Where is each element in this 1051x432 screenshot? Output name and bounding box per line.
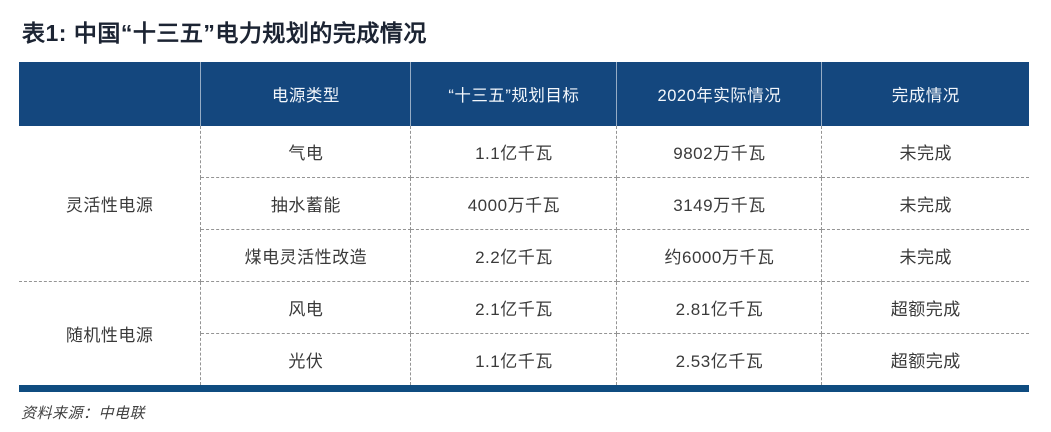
- group-cell-stochastic: 随机性电源: [19, 281, 202, 385]
- cell-actual: 2.53亿千瓦: [616, 333, 823, 385]
- cell-target: 1.1亿千瓦: [410, 333, 618, 385]
- cell-actual: 2.81亿千瓦: [616, 281, 823, 334]
- cell-target: 2.1亿千瓦: [410, 281, 618, 334]
- col-header-completion: 完成情况: [821, 62, 1029, 126]
- table-row: 随机性电源 风电 2.1亿千瓦 2.81亿千瓦 超额完成: [19, 281, 1029, 385]
- cell-type: 抽水蓄能: [200, 177, 412, 230]
- col-header-actual-2020: 2020年实际情况: [616, 62, 822, 126]
- table-row: 光伏 1.1亿千瓦 2.53亿千瓦 超额完成: [19, 333, 1029, 385]
- table-header: 电源类型 “十三五”规划目标 2020年实际情况 完成情况: [19, 62, 1029, 126]
- header-row: 电源类型 “十三五”规划目标 2020年实际情况 完成情况: [19, 62, 1029, 126]
- table-bottom-rule: [19, 385, 1029, 392]
- power-planning-table: 电源类型 “十三五”规划目标 2020年实际情况 完成情况 灵活性电源 气电 1…: [19, 62, 1029, 385]
- table-row: 抽水蓄能 4000万千瓦 3149万千瓦 未完成: [19, 177, 1029, 230]
- col-header-source-type: 电源类型: [200, 62, 411, 126]
- cell-target: 4000万千瓦: [410, 177, 618, 230]
- cell-status: 未完成: [821, 229, 1029, 282]
- cell-target: 2.2亿千瓦: [410, 229, 618, 282]
- cell-status: 超额完成: [821, 281, 1029, 334]
- table-row: 灵活性电源 气电 1.1亿千瓦 9802万千瓦 未完成: [19, 126, 1029, 282]
- table-title: 表1: 中国“十三五”电力规划的完成情况: [22, 20, 427, 46]
- cell-actual: 9802万千瓦: [616, 126, 823, 178]
- cell-status: 未完成: [821, 126, 1029, 178]
- cell-actual: 约6000万千瓦: [616, 229, 823, 282]
- cell-type: 煤电灵活性改造: [200, 229, 412, 282]
- cell-status: 超额完成: [821, 333, 1029, 385]
- cell-type: 风电: [200, 281, 412, 334]
- group-cell-flexible: 灵活性电源: [19, 126, 202, 282]
- col-header-plan-target: “十三五”规划目标: [410, 62, 617, 126]
- col-header-group: [19, 62, 201, 126]
- cell-target: 1.1亿千瓦: [410, 126, 618, 178]
- table-body: 灵活性电源 气电 1.1亿千瓦 9802万千瓦 未完成 抽水蓄能 4000万千瓦…: [19, 126, 1029, 385]
- table-row: 煤电灵活性改造 2.2亿千瓦 约6000万千瓦 未完成: [19, 229, 1029, 282]
- cell-status: 未完成: [821, 177, 1029, 230]
- cell-type: 气电: [200, 126, 412, 178]
- cell-type: 光伏: [200, 333, 412, 385]
- cell-actual: 3149万千瓦: [616, 177, 823, 230]
- source-note: 资料来源：中电联: [21, 405, 146, 422]
